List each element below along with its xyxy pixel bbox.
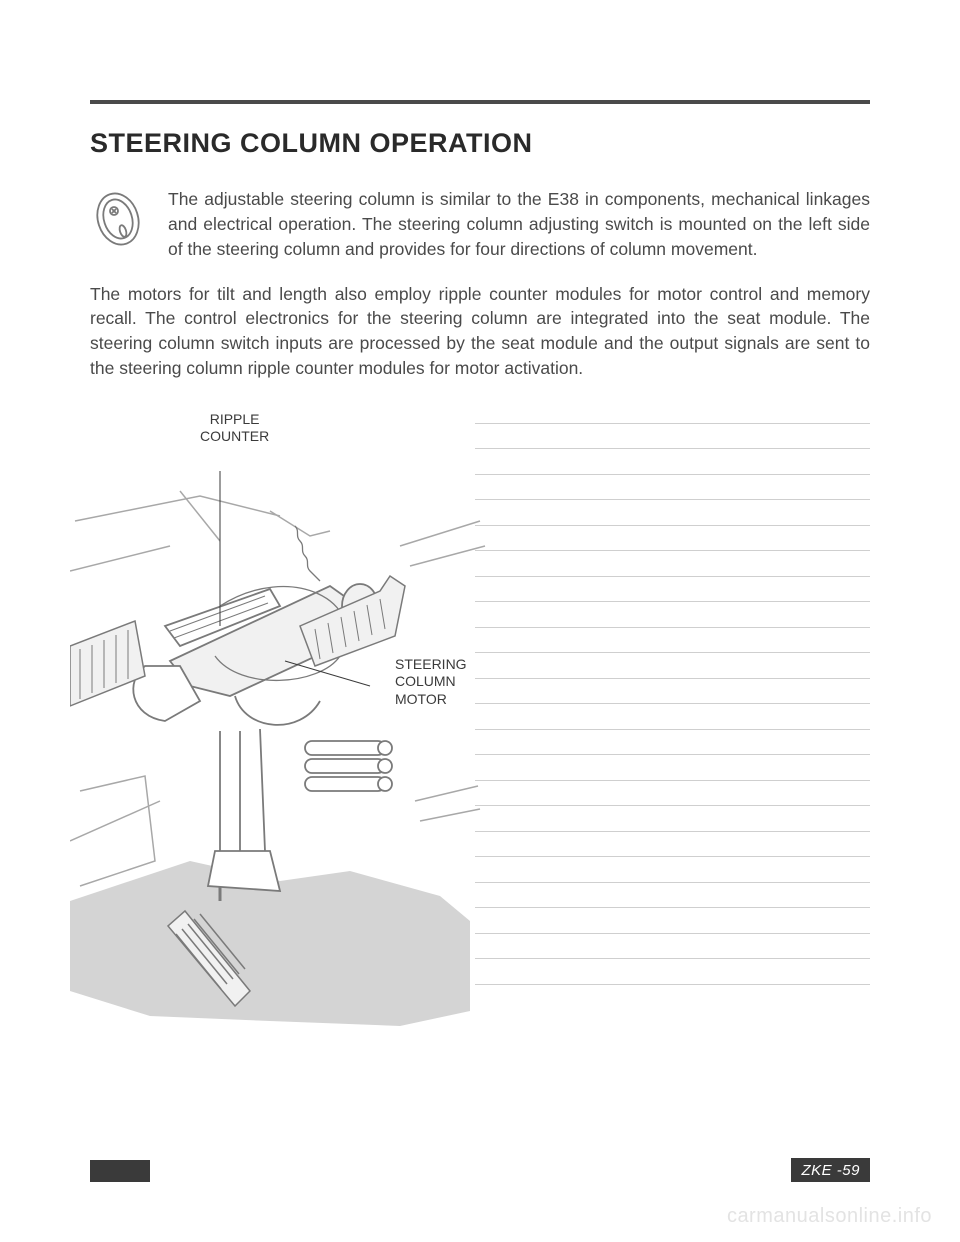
label-text: RIPPLE (210, 411, 260, 427)
top-divider (90, 100, 870, 104)
note-line (475, 754, 870, 755)
note-line (475, 958, 870, 959)
leader-motor (285, 661, 370, 686)
note-line (475, 576, 870, 577)
note-line (475, 550, 870, 551)
tubes (305, 741, 392, 791)
note-line (475, 652, 870, 653)
note-line (475, 907, 870, 908)
body-paragraph: The motors for tilt and length also empl… (90, 282, 870, 381)
note-line (475, 882, 870, 883)
figure-area: RIPPLE COUNTER STEERING COLUMN MOTOR (90, 411, 870, 1051)
note-line (475, 525, 870, 526)
note-line (475, 729, 870, 730)
note-line (475, 423, 870, 424)
note-line (475, 780, 870, 781)
intro-paragraph: The adjustable steering column is simila… (168, 187, 870, 262)
note-line (475, 933, 870, 934)
note-line (475, 499, 870, 500)
page-content: STEERING COLUMN OPERATION The adjustable… (90, 100, 870, 1051)
note-line (475, 601, 870, 602)
footer-left-block (90, 1160, 150, 1182)
notes-lines (475, 423, 870, 1010)
note-line (475, 831, 870, 832)
note-line (475, 678, 870, 679)
note-line (475, 856, 870, 857)
page-title: STEERING COLUMN OPERATION (90, 128, 870, 159)
steering-column-diagram (70, 431, 490, 1031)
note-line (475, 474, 870, 475)
note-line (475, 703, 870, 704)
intro-block: The adjustable steering column is simila… (90, 187, 870, 262)
structure-lines (70, 491, 485, 886)
intro-text: The adjustable steering column is simila… (168, 187, 870, 262)
switch-icon (90, 187, 150, 257)
footer-text: ZKE -59 (801, 1162, 860, 1179)
note-line (475, 448, 870, 449)
watermark: carmanualsonline.info (727, 1205, 932, 1228)
note-line (475, 984, 870, 985)
note-line (475, 805, 870, 806)
page-number: ZKE -59 (791, 1158, 870, 1182)
note-line (475, 627, 870, 628)
